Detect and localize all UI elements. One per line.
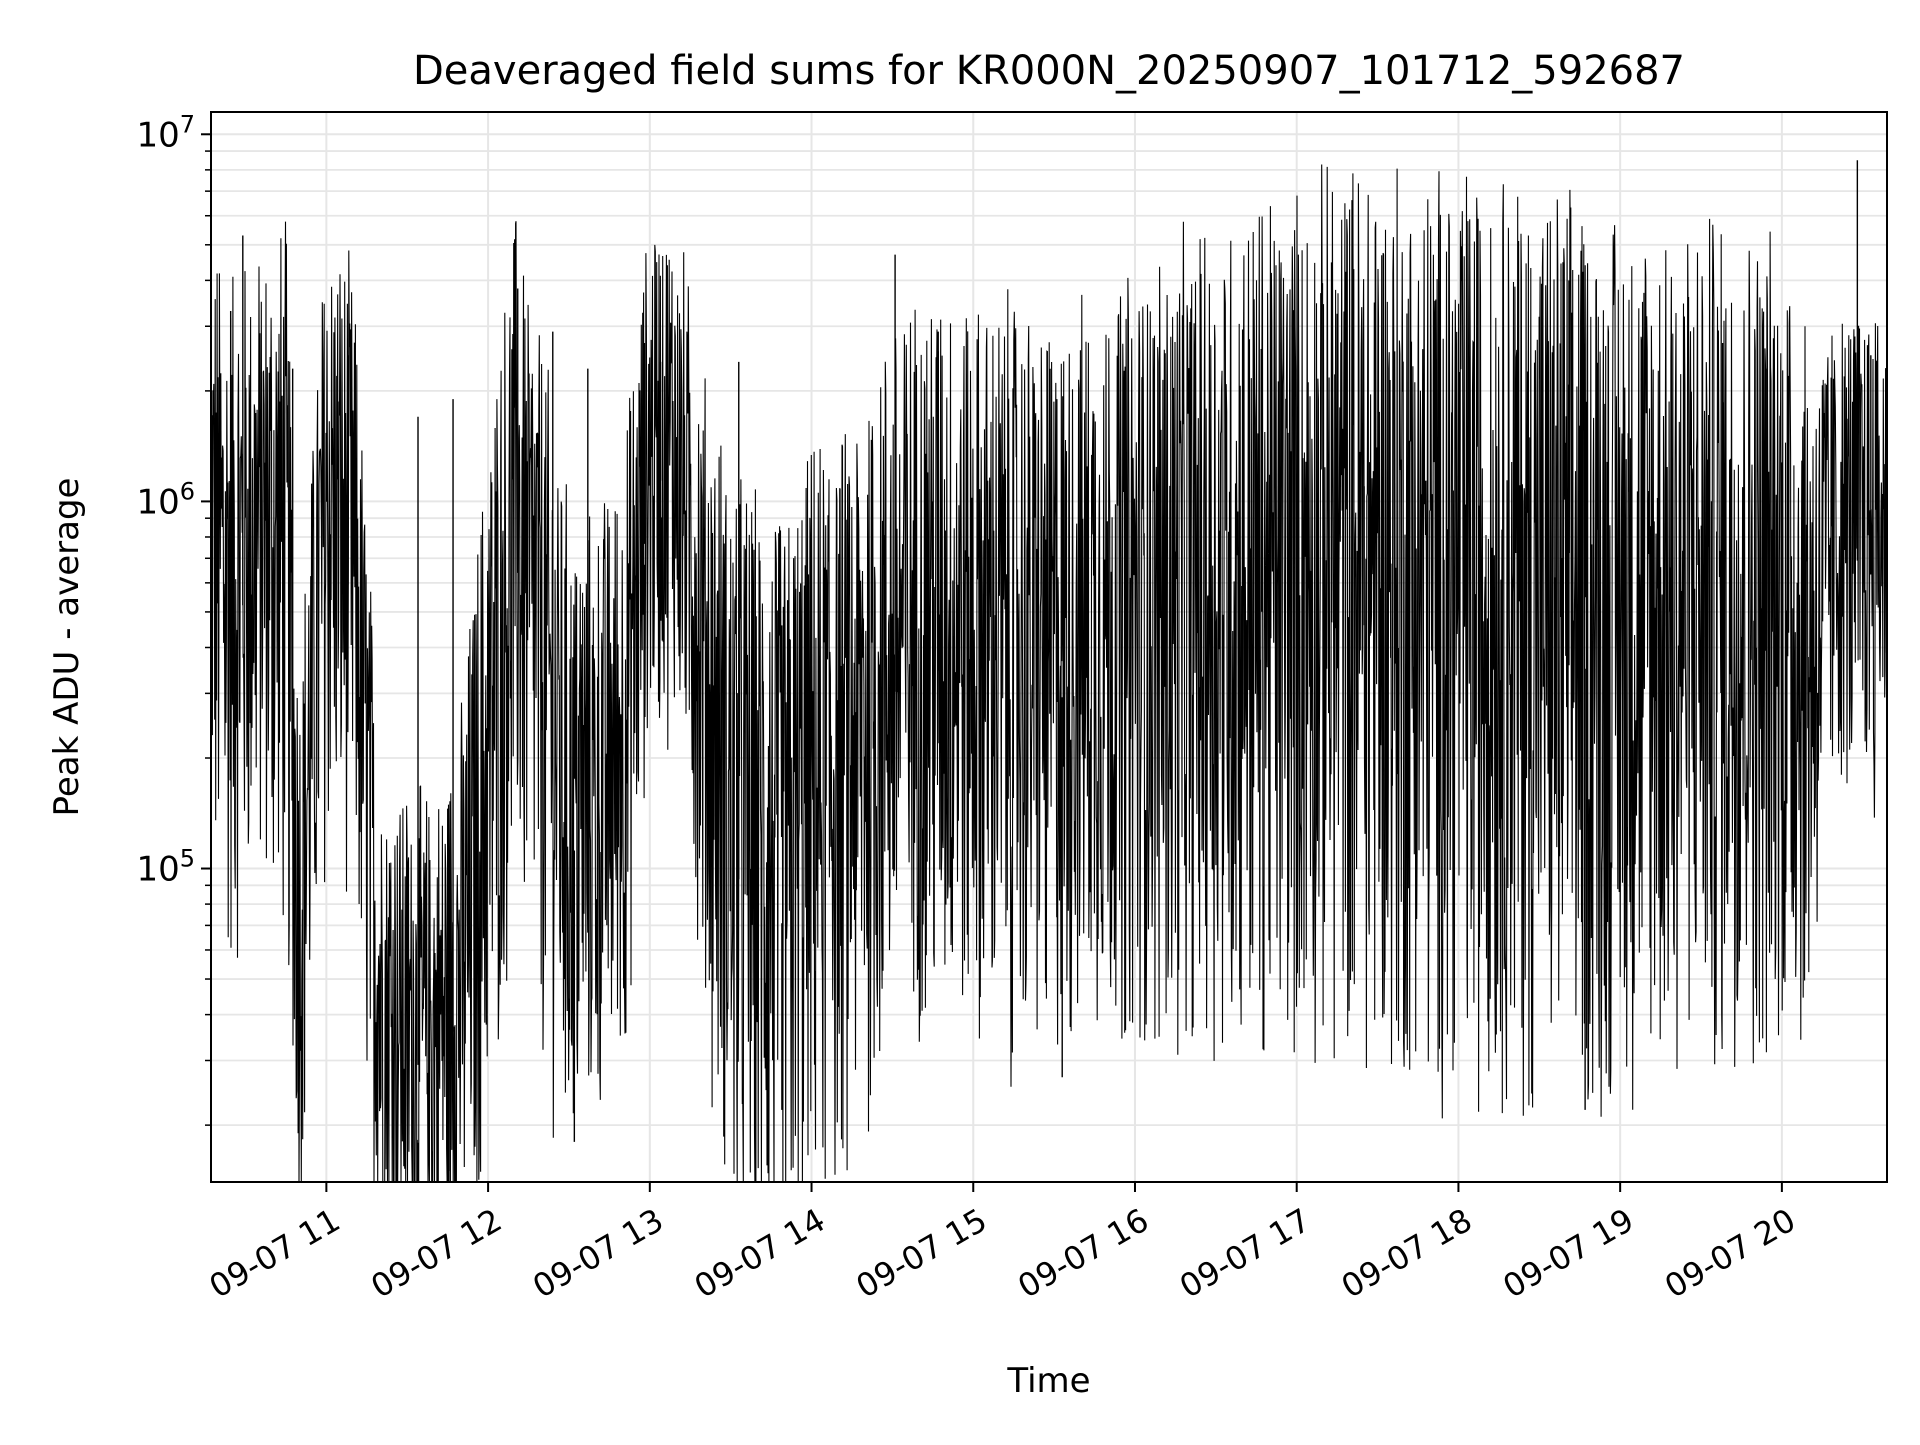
y-tick-label: 107 (136, 110, 195, 155)
series-trace (210, 164, 1888, 1183)
x-axis-label: Time (1006, 1361, 1090, 1401)
chart-title: Deaveraged field sums for KR000N_2025090… (413, 48, 1685, 94)
y-tick-label: 105 (136, 845, 195, 890)
y-tick-label: 106 (136, 477, 195, 522)
series-line (210, 160, 1888, 1183)
y-axis-label: Peak ADU - average (47, 478, 87, 817)
